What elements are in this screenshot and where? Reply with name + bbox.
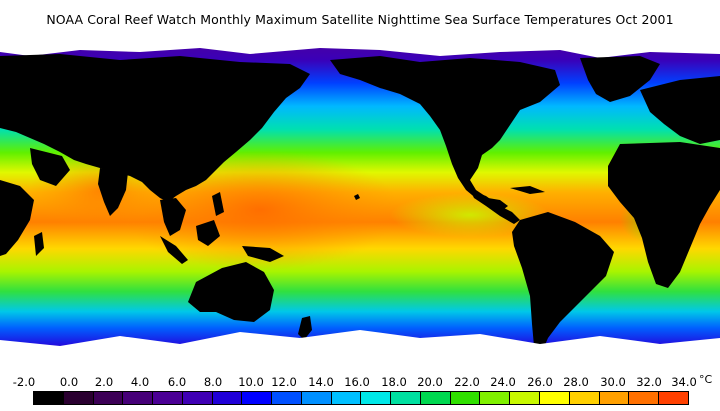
central-america: [470, 190, 520, 224]
indochina: [160, 198, 186, 236]
japan: [230, 108, 250, 144]
new-guinea: [242, 246, 284, 262]
tick-label: 28.0: [563, 375, 589, 389]
colorbar-cell: [153, 392, 183, 404]
tick-label: 6.0: [167, 375, 187, 389]
greenland: [580, 56, 660, 102]
india: [98, 168, 128, 216]
colorbar-cell: [391, 392, 421, 404]
tick-label: 34.0: [671, 375, 697, 389]
colorbar-cell: [569, 392, 600, 404]
eurasia: [0, 54, 310, 202]
australia: [188, 262, 274, 322]
tick-label: 22.0: [454, 375, 480, 389]
colorbar-cell: [242, 392, 273, 404]
south-america: [512, 212, 614, 352]
tick-label: 14.0: [308, 375, 334, 389]
tick-label: 24.0: [490, 375, 516, 389]
tick-label: 10.0: [238, 375, 264, 389]
tick-label: 26.0: [527, 375, 553, 389]
philippines: [212, 192, 224, 216]
tick-label: -2.0: [12, 375, 36, 389]
arctic-no-data: [0, 40, 720, 58]
sumatra: [160, 236, 188, 264]
tick-label: 30.0: [600, 375, 626, 389]
tick-label: 32.0: [636, 375, 662, 389]
new-zealand: [298, 316, 312, 340]
colorbar-cell: [272, 392, 302, 404]
tick-label: 8.0: [203, 375, 223, 389]
colorbar-cell: [63, 392, 94, 404]
colorbar-cell: [510, 392, 541, 404]
tick-label: 4.0: [130, 375, 150, 389]
tick-label: 16.0: [344, 375, 370, 389]
colorbar-cell: [361, 392, 392, 404]
colorbar-cell: [420, 392, 451, 404]
madagascar: [34, 232, 44, 256]
cuba: [510, 186, 545, 194]
borneo: [196, 220, 220, 246]
colorbar-cell: [629, 392, 660, 404]
africa-east: [0, 180, 34, 256]
tick-label: 20.0: [417, 375, 443, 389]
africa: [608, 142, 720, 288]
map-title: NOAA Coral Reef Watch Monthly Maximum Sa…: [46, 12, 674, 27]
colorbar-tick-labels: -2.0 0.0 2.0 4.0 6.0 8.0 10.0 12.0 14.0 …: [0, 375, 720, 389]
arabia: [30, 148, 70, 186]
tick-label: 18.0: [381, 375, 407, 389]
colorbar-cell: [450, 392, 481, 404]
europe-west: [640, 76, 720, 144]
tick-label: 0.0: [59, 375, 79, 389]
colorbar-cell: [480, 392, 511, 404]
tick-label: 12.0: [271, 375, 297, 389]
colorbar-cell: [331, 392, 362, 404]
colorbar-cell: [212, 392, 243, 404]
sst-world-map: [0, 40, 720, 371]
colorbar-cell: [659, 392, 688, 404]
temperature-colorbar: [33, 391, 689, 405]
colorbar-cell: [182, 392, 213, 404]
unit-label: °C: [699, 373, 713, 386]
tick-label: 2.0: [94, 375, 114, 389]
colorbar-cell: [301, 392, 332, 404]
north-america: [330, 56, 560, 212]
colorbar-cell: [123, 392, 154, 404]
colorbar-cell: [34, 392, 64, 404]
eastern-pacific-cold-tongue: [390, 193, 550, 237]
hawaii: [354, 194, 360, 200]
colorbar-cell: [93, 392, 124, 404]
colorbar-cell: [540, 392, 570, 404]
antarctic-no-data: [0, 330, 720, 371]
colorbar-cell: [599, 392, 630, 404]
